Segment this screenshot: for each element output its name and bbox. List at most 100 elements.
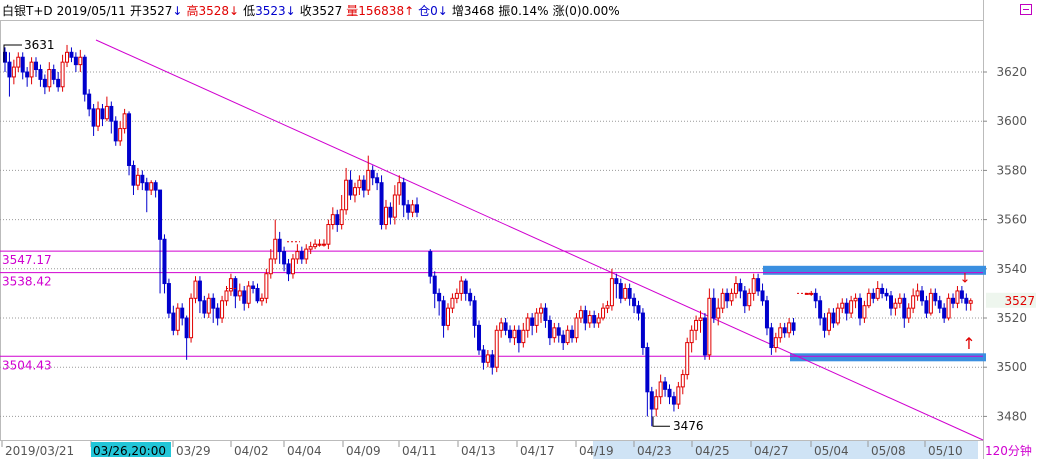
candle (791, 318, 796, 336)
x-tick-label: 04/11 (402, 444, 437, 458)
candle-body (96, 108, 101, 127)
candle (645, 342, 650, 417)
candle (534, 308, 539, 333)
candle-body (609, 278, 614, 307)
candle-body (78, 56, 83, 66)
y-tick-label: 3560 (996, 213, 1027, 227)
candle-body (357, 179, 362, 189)
min-annotation-line (652, 416, 670, 427)
period-label: 120分钟 (985, 443, 1032, 458)
candle-body (299, 251, 304, 260)
candle-body (756, 278, 761, 292)
arrow-down-icon: ↓ (229, 4, 240, 18)
candle-body (308, 246, 313, 250)
candle (587, 310, 592, 328)
candle-body (570, 329, 575, 339)
candle (875, 281, 880, 301)
candle-body (503, 322, 508, 331)
open-value: 3527 (141, 4, 173, 18)
candle-body (446, 307, 450, 326)
candle (175, 303, 180, 336)
trendline (95, 39, 984, 441)
candle (34, 57, 39, 77)
candle-body (658, 381, 663, 398)
candle-body (344, 179, 349, 211)
candle-body (654, 396, 659, 410)
candle-body (51, 69, 56, 80)
candle-body (246, 285, 251, 304)
min-annotation: 3476 (673, 419, 704, 433)
candle-body (197, 280, 202, 302)
window-toggle-icon[interactable] (1020, 4, 1032, 15)
candle-body (472, 300, 477, 326)
candle (614, 273, 619, 299)
candle (782, 322, 787, 338)
candle (428, 249, 433, 284)
candle-body (69, 51, 74, 58)
candle-body (702, 317, 707, 356)
candle-body (618, 283, 623, 299)
candle-body (211, 297, 216, 309)
candle (924, 295, 929, 318)
arrow-down-icon: ↓ (285, 4, 296, 18)
candle-body (942, 307, 947, 319)
candle-body (516, 329, 521, 344)
candle-body (348, 179, 353, 196)
candle-body (951, 297, 956, 304)
candle-body (104, 105, 109, 120)
y-tick-label: 3540 (996, 262, 1027, 276)
candle-body (649, 391, 654, 410)
candle (73, 52, 78, 72)
candle-body (937, 300, 942, 309)
candle-body (587, 315, 592, 324)
candle-body (601, 307, 606, 319)
candle-body (233, 278, 238, 297)
candle (379, 175, 384, 230)
candle (91, 103, 96, 136)
candle-body (512, 329, 517, 339)
candle-body (127, 113, 132, 166)
candle (968, 298, 973, 311)
candle (897, 293, 902, 309)
candle-body (131, 164, 136, 186)
candle-body (583, 310, 588, 324)
candle (96, 101, 101, 132)
candle (109, 101, 114, 134)
candle-body (87, 93, 92, 110)
candle (543, 303, 548, 328)
candle-body (410, 204, 415, 213)
x-tick-label: 04/25 (695, 444, 730, 458)
increase-group: 增3468 (452, 4, 495, 18)
candle (317, 239, 322, 247)
candle (472, 295, 477, 338)
candle (370, 165, 375, 186)
candle-body (946, 297, 951, 319)
x-tick-label: 04/19 (579, 444, 614, 458)
candle-body (698, 317, 703, 321)
candle-body (667, 388, 672, 398)
candle-body (122, 113, 127, 130)
candle-body (623, 287, 628, 299)
candle (663, 377, 668, 397)
candle-body (184, 317, 189, 339)
candle-body (787, 322, 792, 334)
candle (844, 298, 849, 321)
candle-body (468, 292, 473, 302)
candle-body (534, 312, 539, 326)
candle (304, 244, 309, 264)
candle (933, 288, 938, 306)
candle-body (556, 327, 561, 336)
candle-body (578, 310, 583, 319)
candle (583, 305, 588, 331)
candle (742, 286, 747, 314)
candle (295, 244, 300, 264)
volume-label: 量 (346, 4, 359, 18)
candle-body (73, 56, 78, 66)
candle (87, 89, 92, 117)
candle (454, 288, 459, 304)
x-tick-label: 03/29 (176, 444, 211, 458)
candle-body (844, 302, 849, 314)
candle (778, 322, 783, 343)
candle-body (392, 194, 397, 218)
